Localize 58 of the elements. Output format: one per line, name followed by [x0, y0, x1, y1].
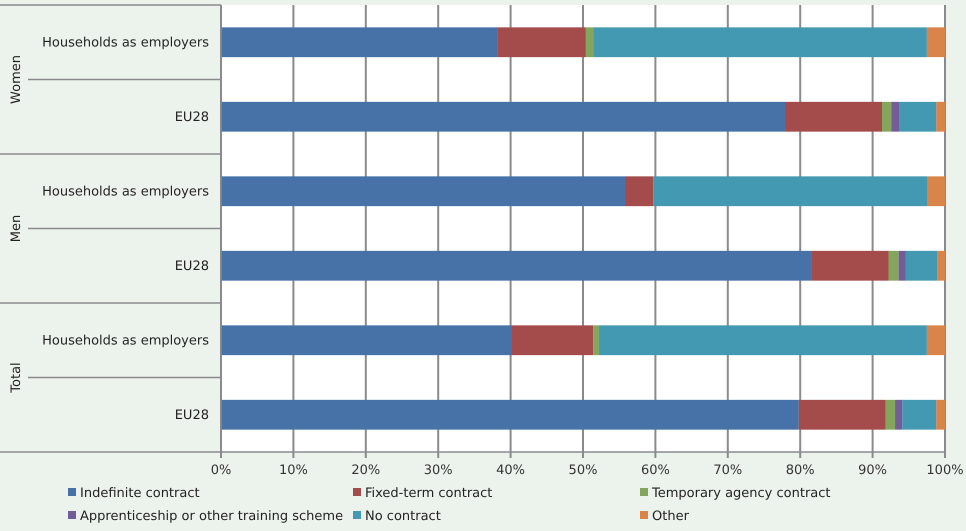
y-tick-label: EU28	[174, 408, 209, 423]
bar	[937, 250, 945, 281]
bar	[221, 400, 799, 430]
bar	[906, 250, 938, 281]
legend-label: Indefinite contract	[80, 486, 200, 501]
x-tick-label: 10%	[278, 463, 308, 478]
x-tick-label: 40%	[496, 463, 526, 478]
bar	[586, 27, 594, 58]
y-tick-label: Households as employers	[42, 333, 210, 348]
bar	[898, 250, 906, 281]
bar	[891, 102, 900, 132]
bar	[498, 27, 586, 58]
bar	[511, 325, 594, 356]
y-tick-label: EU28	[174, 258, 209, 274]
legend-label: Apprenticeship or other training scheme	[80, 509, 344, 524]
bar	[598, 325, 927, 356]
x-tick-label: 50%	[568, 463, 598, 478]
bar	[882, 102, 892, 132]
x-tick-label: 70%	[713, 463, 742, 478]
x-tick-label: 80%	[786, 463, 815, 478]
bar	[593, 325, 599, 356]
bar	[221, 27, 498, 58]
x-tick-label: 90%	[858, 463, 888, 478]
bar	[798, 400, 886, 430]
text: Women	[9, 55, 24, 104]
bar	[221, 102, 785, 132]
legend-label: Other	[652, 509, 690, 524]
bar	[936, 400, 945, 430]
bar	[624, 176, 654, 206]
bar	[888, 250, 899, 281]
x-tick-label: 30%	[424, 463, 453, 478]
y-tick-label: Households as employers	[42, 35, 210, 50]
y-tick-label: Households as employers	[42, 184, 210, 200]
x-tick-label: 60%	[640, 463, 670, 478]
bar	[902, 400, 936, 430]
bar	[784, 102, 882, 132]
bar	[221, 176, 625, 206]
y-tick-label: EU28	[174, 110, 209, 125]
bar	[811, 250, 889, 281]
bar	[895, 400, 902, 430]
x-tick-label: 0%	[210, 463, 232, 478]
text: Total	[9, 362, 24, 394]
bar	[221, 325, 512, 356]
legend-label: Fixed-term contract	[365, 486, 492, 501]
bar	[886, 400, 896, 430]
legend-label: Temporary agency contract	[651, 486, 831, 501]
legend-label: No contract	[365, 509, 441, 524]
x-tick-label: 100%	[926, 463, 964, 478]
bar	[926, 325, 945, 356]
bar	[653, 176, 928, 206]
text: Men	[9, 214, 24, 242]
bar	[221, 250, 812, 281]
bar	[593, 27, 927, 58]
bar	[936, 102, 945, 132]
x-tick-label: 20%	[351, 463, 380, 478]
bar	[899, 102, 936, 132]
bar	[926, 27, 945, 58]
bar	[928, 176, 945, 206]
